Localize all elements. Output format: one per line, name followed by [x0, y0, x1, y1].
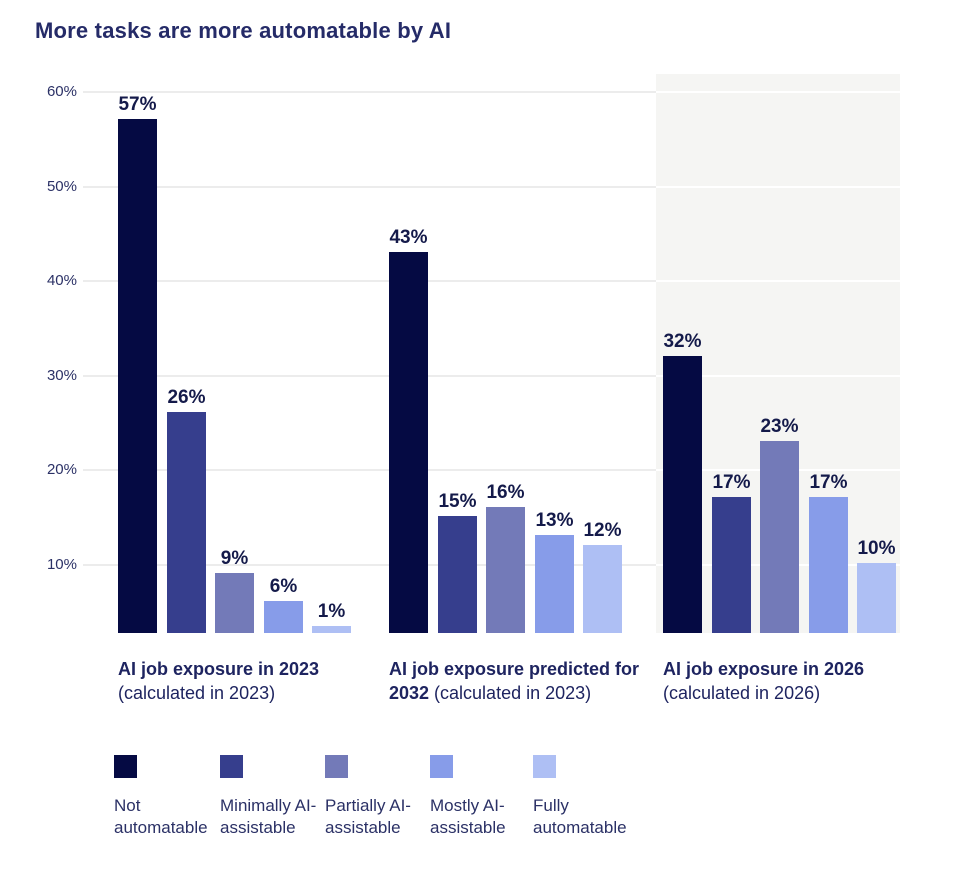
bar	[486, 507, 525, 633]
bar	[809, 497, 848, 633]
legend-label: Fully automatable	[533, 796, 627, 837]
bar-value-label: 57%	[118, 94, 157, 115]
bar	[712, 497, 751, 633]
bar-value-label: 10%	[857, 538, 896, 559]
bar-value-label: 13%	[535, 510, 574, 531]
gridline	[83, 280, 656, 282]
bar	[215, 573, 254, 633]
legend-label: Not automatable	[114, 796, 208, 837]
bar-value-label: 9%	[220, 548, 249, 569]
legend-label: Partially AI-assistable	[325, 796, 411, 837]
bar-value-label: 23%	[760, 416, 799, 437]
bar-value-label: 1%	[317, 601, 346, 622]
legend-swatch	[114, 755, 137, 778]
gridline-on-panel	[656, 375, 905, 377]
y-axis-tick-label: 30%	[46, 367, 77, 384]
gridline	[83, 469, 656, 471]
bar	[389, 252, 428, 633]
bar-value-label: 6%	[269, 576, 298, 597]
y-axis-tick-label: 10%	[46, 556, 77, 573]
gridline-on-panel	[656, 280, 905, 282]
gridline-on-panel	[656, 186, 905, 188]
bar	[583, 545, 622, 633]
group-axis-label-note: (calculated in 2023)	[118, 683, 276, 703]
gridline	[83, 375, 656, 377]
bar-value-label: 43%	[389, 227, 428, 248]
gridline	[83, 91, 656, 93]
bar	[167, 412, 206, 633]
bar-value-label: 16%	[486, 482, 525, 503]
legend-swatch	[430, 755, 453, 778]
group-axis-label: AI job exposure predicted for 2032 (calc…	[389, 657, 651, 705]
chart-title: More tasks are more automatable by AI	[35, 18, 452, 43]
bar-value-label: 17%	[809, 472, 848, 493]
bar	[760, 441, 799, 633]
gridline	[83, 564, 656, 566]
group-axis-label: AI job exposure in 2026 (calculated in 2…	[663, 657, 925, 705]
gridline-on-panel	[656, 91, 905, 93]
bar-value-label: 26%	[167, 387, 206, 408]
bar	[663, 356, 702, 633]
group-axis-label-note: (calculated in 2023)	[434, 683, 592, 703]
bar	[118, 119, 157, 633]
bar	[535, 535, 574, 633]
bar	[438, 516, 477, 633]
legend-swatch	[533, 755, 556, 778]
legend-swatch	[220, 755, 243, 778]
group-axis-label: AI job exposure in 2023 (calculated in 2…	[118, 657, 380, 705]
group-axis-label-bold: AI job exposure predicted for 2032	[389, 659, 640, 703]
bar-value-label: 12%	[583, 520, 622, 541]
y-axis-tick-label: 50%	[46, 178, 77, 195]
gridline	[83, 186, 656, 188]
bar	[312, 626, 351, 633]
y-axis-tick-label: 60%	[46, 83, 77, 100]
bar	[264, 601, 303, 633]
legend-swatch	[325, 755, 348, 778]
bar-value-label: 15%	[438, 491, 477, 512]
y-axis-tick-label: 40%	[46, 272, 77, 289]
group-axis-label-note: (calculated in 2026)	[663, 683, 821, 703]
bar-value-label: 17%	[712, 472, 751, 493]
y-axis-tick-label: 20%	[46, 461, 77, 478]
group-axis-label-bold: AI job exposure in 2026	[663, 659, 865, 679]
legend-label: Minimally AI-assistable	[220, 796, 317, 837]
bar-value-label: 32%	[663, 331, 702, 352]
bar	[857, 563, 896, 633]
legend-label: Mostly AI-assistable	[430, 796, 506, 837]
group-axis-label-bold: AI job exposure in 2023	[118, 659, 320, 679]
